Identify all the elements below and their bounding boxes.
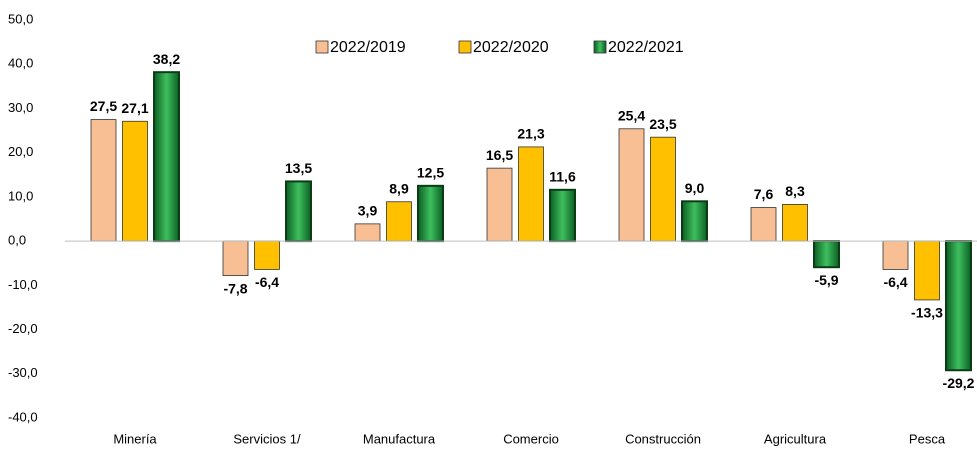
- bar: [285, 180, 312, 243]
- bar: [254, 240, 280, 270]
- bar: [618, 128, 645, 242]
- value-label: 8,3: [785, 183, 805, 199]
- bar: [153, 71, 180, 243]
- bar: [945, 240, 972, 372]
- y-tick-label: 30,0: [8, 100, 33, 115]
- value-label: 27,5: [90, 98, 117, 114]
- value-label: 9,0: [685, 180, 705, 196]
- legend-label: 2022/2020: [473, 39, 549, 56]
- y-tick-label: 40,0: [8, 56, 33, 71]
- x-tick-label: Servicios 1/: [233, 431, 301, 446]
- value-label: 25,4: [618, 107, 645, 123]
- bar: [750, 207, 777, 242]
- value-label: 16,5: [486, 147, 513, 163]
- bar: [650, 136, 676, 242]
- value-label: -13,3: [911, 305, 943, 321]
- x-tick-label: Minería: [113, 431, 157, 446]
- y-tick-label: 50,0: [8, 11, 33, 26]
- y-tick-label: 10,0: [8, 188, 33, 203]
- value-label: 13,5: [285, 160, 312, 176]
- value-label: 12,5: [417, 165, 444, 181]
- legend-swatch: [458, 40, 472, 54]
- legend-label: 2022/2021: [608, 39, 684, 56]
- value-label: 7,6: [754, 186, 774, 202]
- y-tick-label: 20,0: [8, 144, 33, 159]
- bar: [486, 167, 513, 242]
- value-label: 27,1: [121, 100, 148, 116]
- value-label: -29,2: [943, 375, 975, 391]
- bar: [813, 240, 840, 269]
- value-label: 23,5: [649, 116, 676, 132]
- bar: [122, 120, 148, 242]
- bar: [782, 204, 808, 242]
- bar: [386, 201, 412, 242]
- bar: [518, 146, 544, 242]
- value-label: -5,9: [814, 272, 838, 288]
- bar: [914, 240, 940, 301]
- bar: [222, 240, 249, 277]
- legend-swatch: [593, 40, 607, 54]
- x-tick-label: Comercio: [503, 431, 559, 446]
- y-tick-label: 0,0: [8, 233, 26, 248]
- bar: [549, 188, 576, 243]
- bar: [90, 119, 117, 242]
- y-tick-label: -10,0: [8, 277, 38, 292]
- value-label: 21,3: [517, 126, 544, 142]
- x-tick-label: Construcción: [625, 431, 701, 446]
- y-tick-label: -30,0: [8, 365, 38, 380]
- bar: [417, 184, 444, 243]
- legend-swatch: [315, 40, 329, 54]
- value-label: 11,6: [549, 169, 576, 185]
- x-tick-label: Agricultura: [764, 431, 827, 446]
- bar: [354, 223, 381, 242]
- y-tick-label: -40,0: [8, 409, 38, 424]
- x-tick-label: Pesca: [909, 431, 946, 446]
- value-label: -6,4: [255, 274, 279, 290]
- y-tick-label: -20,0: [8, 321, 38, 336]
- legend-label: 2022/2019: [330, 39, 406, 56]
- value-label: 3,9: [358, 203, 378, 219]
- bar: [882, 240, 909, 270]
- value-label: -7,8: [223, 280, 247, 296]
- x-tick-label: Manufactura: [363, 431, 436, 446]
- value-label: -6,4: [883, 274, 907, 290]
- value-label: 8,9: [389, 180, 409, 196]
- value-label: 38,2: [153, 51, 180, 67]
- bar: [681, 200, 708, 243]
